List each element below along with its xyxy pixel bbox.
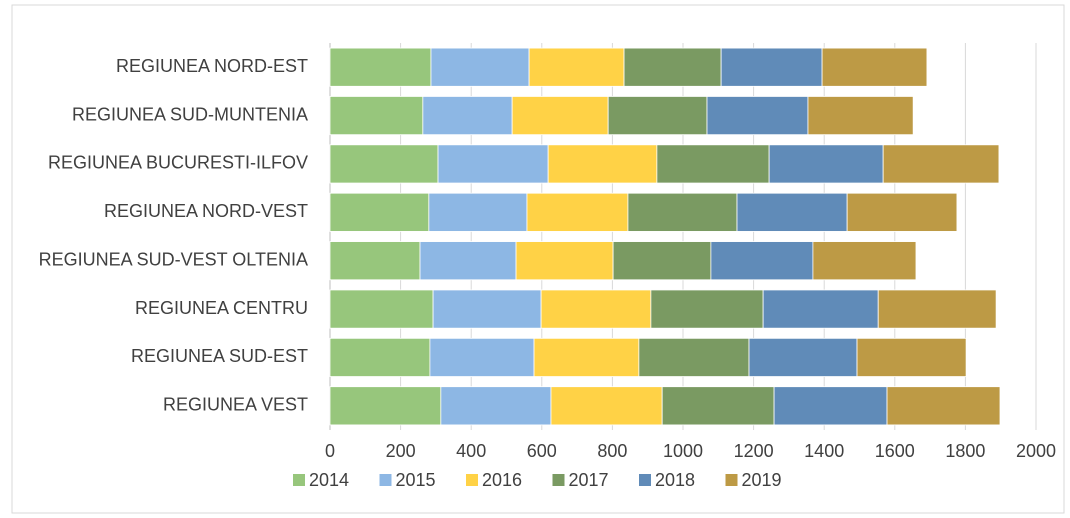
bar-segment [762,289,879,329]
y-tick-label: REGIUNEA VEST [163,395,308,415]
bar-segment [329,241,421,281]
y-tick-label: REGIUNEA SUD-EST [131,346,308,366]
legend-swatch [379,474,392,486]
x-tick-label: 0 [325,441,335,461]
bar-segment [638,337,750,377]
bar-segment [329,386,442,426]
bar-segment [736,192,848,232]
bar-segment [528,47,625,87]
bar-segment [882,144,1000,184]
y-tick-label: REGIUNEA SUD-VEST OLTENIA [39,249,308,269]
legend-swatch [639,474,651,486]
x-tick-label: 1600 [875,441,915,461]
bar-segment [429,337,535,377]
bar-segment [812,241,917,281]
bar-segment [650,289,764,329]
bar-segment [511,96,609,136]
bar-segment [627,192,738,232]
y-tick-label: REGIUNEA BUCURESTI-ILFOV [48,153,308,173]
legend-label: 2019 [742,470,782,490]
bar-segment [550,386,663,426]
bar-segment [661,386,775,426]
bar-segment [886,386,1001,426]
x-tick-label: 600 [527,441,557,461]
legend-swatch [293,474,305,486]
x-tick-label: 2000 [1016,441,1056,461]
bar-segment [437,144,549,184]
legend-swatch [552,474,565,486]
bar-segment [612,241,712,281]
bar-segment [773,386,888,426]
bar-segment [329,47,432,87]
y-tick-label: REGIUNEA NORD-VEST [104,201,308,221]
x-tick-label: 1400 [804,441,844,461]
x-tick-label: 1200 [734,441,774,461]
bar-segment [329,289,434,329]
legend-label: 2016 [482,470,522,490]
bar-segment [877,289,997,329]
bar-segment [710,241,814,281]
bar-segment [329,96,424,136]
bar-segment [706,96,809,136]
bar-segment [547,144,658,184]
bar-segment [430,47,530,87]
bar-segment [422,96,513,136]
bar-segment [432,289,542,329]
bar-segment [807,96,914,136]
bar-segment [329,144,439,184]
legend-swatch [725,474,738,486]
legend-swatch [466,474,478,486]
x-tick-label: 200 [386,441,416,461]
legend-label: 2017 [569,470,609,490]
bar-segment [623,47,722,87]
x-tick-label: 800 [597,441,627,461]
x-tick-label: 1000 [663,441,703,461]
bar-segment [821,47,928,87]
bar-segment [526,192,629,232]
bar-segment [846,192,958,232]
bar-segment [540,289,652,329]
x-tick-label: 1800 [945,441,985,461]
legend-label: 2014 [309,470,349,490]
bar-segment [428,192,528,232]
bar-segment [748,337,858,377]
bar-segment [768,144,884,184]
bar-segment [856,337,967,377]
y-tick-label: REGIUNEA SUD-MUNTENIA [72,104,308,124]
legend-label: 2015 [396,470,436,490]
bar-segment [515,241,614,281]
y-tick-label: REGIUNEA NORD-EST [116,56,308,76]
bar-segment [533,337,640,377]
bar-segment [440,386,552,426]
x-tick-label: 400 [456,441,486,461]
legend-label: 2018 [655,470,695,490]
bar-segment [329,337,431,377]
bar-segment [720,47,823,87]
y-tick-label: REGIUNEA CENTRU [135,298,308,318]
bar-segment [419,241,517,281]
bar-segment [607,96,708,136]
bar-segment [656,144,770,184]
bar-segment [329,192,430,232]
